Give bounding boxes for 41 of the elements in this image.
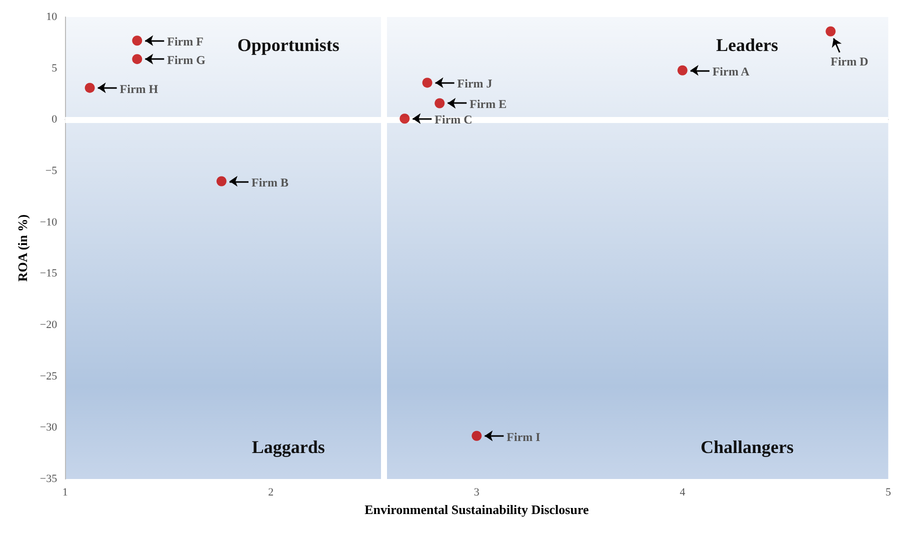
x-tick-label: 1 [62,486,68,498]
annotation: Challangers [700,437,794,457]
annotation: Firm F [167,34,204,49]
x-tick-label: 3 [474,486,480,498]
annotation: Firm A [712,64,750,78]
point [434,98,445,108]
annotation: Firm B [252,175,288,190]
point [132,36,142,46]
point [216,176,226,186]
annotation: Firm G [167,53,206,68]
x-tick-label: 4 [680,486,686,498]
y-tick-label: −10 [40,216,58,228]
y-tick-label: −30 [40,422,58,434]
annotation: Firm D [830,54,869,68]
annotation: Leaders [716,35,778,55]
x-axis-title: Environmental Sustainability Disclosure [364,502,589,517]
annotation: Opportunists [237,35,340,55]
x-tick-label: 5 [886,486,892,498]
y-tick-label: 0 [52,114,58,126]
annotation: Firm C [434,112,472,127]
y-tick-label: −35 [40,473,58,485]
annotation: Firm J [457,76,492,91]
point [132,54,142,64]
point [400,114,410,124]
y-tick-label: −5 [45,165,58,177]
point [422,78,432,88]
annotation: Laggards [252,437,325,457]
annotation: Firm E [470,97,507,112]
y-tick-label: −15 [40,268,58,280]
y-tick-label: −25 [40,370,58,382]
point [472,430,482,441]
point [826,26,836,36]
annotation: Firm H [120,82,159,96]
y-tick-label: 10 [46,11,58,23]
point [84,82,95,93]
x-tick-label: 2 [268,486,274,498]
annotation: Firm I [506,430,541,444]
point [677,65,688,76]
y-tick-label: −20 [40,319,58,331]
y-axis-title: ROA (in %) [15,214,30,282]
y-tick-label: 5 [52,62,58,74]
